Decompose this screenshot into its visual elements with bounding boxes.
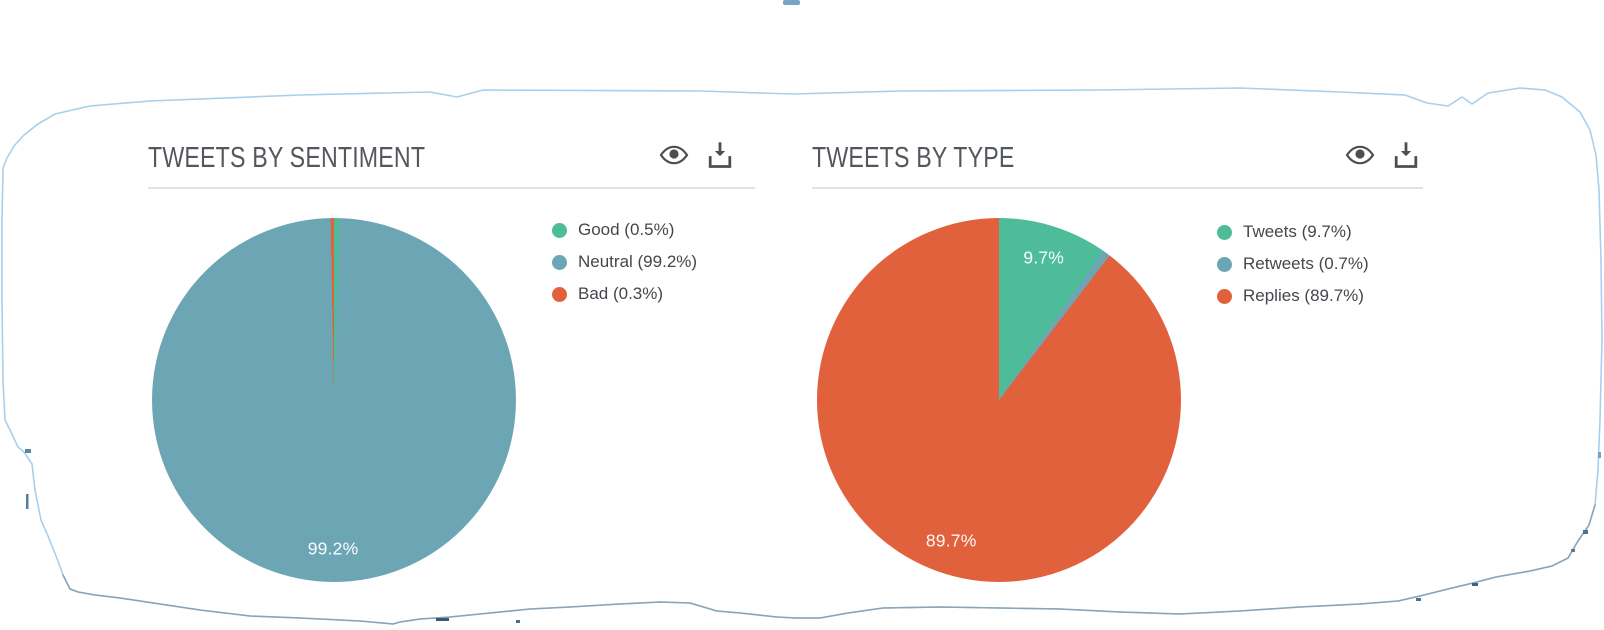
panel-actions [658, 140, 736, 170]
legend-label: Bad (0.3%) [578, 284, 664, 303]
pie-chart-tweets-by-type[interactable]: 9.7% 89.7% [817, 218, 1181, 582]
stray-mark [783, 0, 800, 5]
ink-speckle [1598, 452, 1601, 458]
legend-swatch [552, 286, 567, 302]
panel-tweets-by-type: TWEETS BY TYPE [812, 130, 1423, 600]
legend-item[interactable]: Replies (89.7%) [1217, 286, 1369, 305]
eye-icon[interactable] [1344, 140, 1376, 170]
legend-swatch [552, 254, 567, 270]
legend-item[interactable]: Tweets (9.7%) [1217, 222, 1369, 241]
ink-speckle [1571, 549, 1575, 552]
legend-label: Good (0.5%) [578, 220, 675, 239]
legend-swatch [1217, 256, 1232, 272]
pie-slice-label: 99.2% [307, 538, 359, 559]
panel-actions [1344, 140, 1422, 170]
download-icon[interactable] [1390, 140, 1422, 170]
panel-header: TWEETS BY SENTIMENT [148, 130, 755, 189]
legend-label: Retweets (0.7%) [1243, 254, 1369, 273]
ink-speckle [1583, 530, 1588, 534]
ink-speckle [516, 620, 520, 623]
pie-slice-label: 9.7% [1023, 247, 1065, 268]
ink-speckle [1472, 583, 1478, 586]
pie-slice-label: 89.7% [925, 530, 977, 551]
ink-speckle [436, 618, 449, 621]
download-icon[interactable] [704, 140, 736, 170]
legend-item[interactable]: Retweets (0.7%) [1217, 254, 1369, 273]
legend-label: Tweets (9.7%) [1243, 222, 1352, 241]
legend-item[interactable]: Bad (0.3%) [552, 284, 697, 303]
eye-icon[interactable] [658, 140, 690, 170]
panel-title: TWEETS BY SENTIMENT [148, 142, 426, 174]
legend-swatch [552, 222, 567, 238]
ink-speckle [26, 494, 29, 509]
legend-item[interactable]: Good (0.5%) [552, 220, 697, 239]
legend-swatch [1217, 224, 1232, 240]
ink-speckle [25, 449, 31, 453]
legend-label: Neutral (99.2%) [578, 252, 698, 271]
legend-item[interactable]: Neutral (99.2%) [552, 252, 698, 271]
pie-chart-tweets-by-sentiment[interactable]: 99.2% [152, 218, 516, 582]
legend-swatch [1217, 288, 1232, 304]
panel-tweets-by-sentiment: TWEETS BY SENTIMENT [148, 130, 755, 600]
torn-outline-bottom-shade [62, 504, 1596, 625]
ink-speckle [1416, 598, 1421, 601]
legend-tweets-by-sentiment: Good (0.5%) Neutral (99.2%) Bad (0.3%) [552, 220, 698, 318]
panel-header: TWEETS BY TYPE [812, 130, 1423, 189]
legend-label: Replies (89.7%) [1243, 286, 1364, 305]
legend-tweets-by-type: Tweets (9.7%) Retweets (0.7%) Replies (89.… [1217, 222, 1369, 320]
panel-title: TWEETS BY TYPE [812, 142, 1015, 174]
